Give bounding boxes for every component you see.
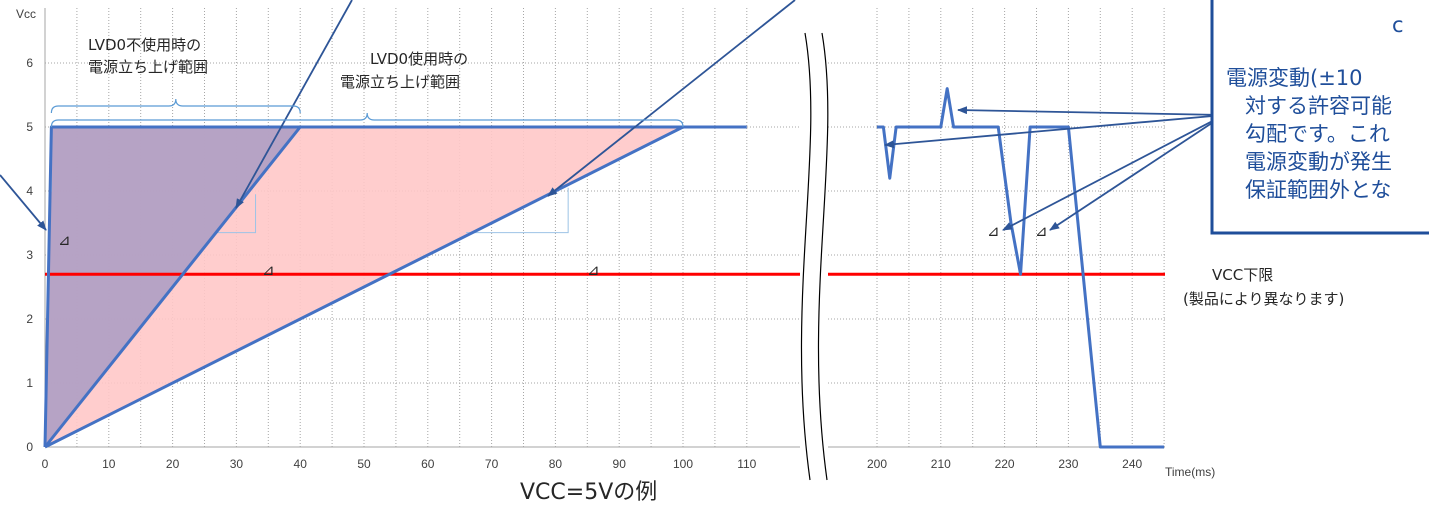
axis-break-curve xyxy=(800,32,812,481)
slope-helper xyxy=(217,194,257,234)
x-tick-label: 220 xyxy=(995,457,1015,471)
vcc-limit-label: VCC下限 xyxy=(1212,266,1273,284)
x-tick-label: 200 xyxy=(867,457,887,471)
x-tick-label: 100 xyxy=(673,457,693,471)
callout-arrow xyxy=(235,0,353,209)
x-tick-label: 10 xyxy=(102,457,116,471)
note-box-line: 保証範囲外とな xyxy=(1245,178,1391,202)
callout-arrow xyxy=(547,0,796,197)
slope-symbol: ⊿ xyxy=(1035,222,1048,240)
x-tick-label: 60 xyxy=(421,457,435,471)
range-without-lvd0-line2: 電源立ち上げ範囲 xyxy=(88,58,208,76)
y-axis-label: Vcc xyxy=(16,7,36,21)
y-tick-label: 2 xyxy=(26,312,33,326)
x-tick-label: 90 xyxy=(613,457,627,471)
callout-arrow xyxy=(1002,114,1225,231)
range-with-lvd0-line2: 電源立ち上げ範囲 xyxy=(340,73,460,91)
axis-break-gap xyxy=(800,0,828,477)
axis-break-mark xyxy=(800,0,829,481)
axis-break-curve xyxy=(817,32,829,481)
x-axis-label: Time(ms) xyxy=(1165,465,1215,479)
x-tick-label: 20 xyxy=(166,457,180,471)
brace-without-lvd0 xyxy=(50,98,301,114)
series-group xyxy=(43,87,1165,449)
series-line-3 xyxy=(877,87,1165,449)
note-box-line: 電源変動(±10 xyxy=(1226,66,1363,90)
callout-arrow xyxy=(884,114,1225,149)
callout-arrow xyxy=(1049,114,1225,231)
series-line-2 xyxy=(44,125,684,449)
x-tick-label: 0 xyxy=(42,457,49,471)
brace-with-lvd0 xyxy=(50,112,684,128)
slope-helper xyxy=(466,187,569,234)
note-box: c 電源変動(±10 対する許容可能 勾配です。これ 電源変動が発生 保証範囲外… xyxy=(1210,0,1429,235)
x-tick-label: 240 xyxy=(1122,457,1142,471)
callout-arrow xyxy=(957,106,1225,116)
x-tick-label: 210 xyxy=(931,457,951,471)
y-tick-label: 5 xyxy=(26,120,33,134)
callout-arrow xyxy=(0,174,47,231)
x-tick-label: 30 xyxy=(230,457,244,471)
chart-caption: VCC=5Vの例 xyxy=(520,480,657,505)
note-box-line: c xyxy=(1392,13,1404,37)
y-tick-label: 0 xyxy=(26,440,33,454)
y-tick-label: 4 xyxy=(26,184,33,198)
slope-symbol: ⊿ xyxy=(987,222,1000,240)
note-box-line: 勾配です。これ xyxy=(1245,122,1390,146)
range-without-lvd0-line1: LVD0不使用時の xyxy=(88,36,201,54)
note-box-line: 電源変動が発生 xyxy=(1245,150,1392,174)
slope-symbol: ⊿ xyxy=(587,261,600,279)
callout-arrows xyxy=(0,0,1225,231)
x-tick-label: 70 xyxy=(485,457,499,471)
x-tick-label: 50 xyxy=(357,457,371,471)
vcc-limit-note: (製品により異なります) xyxy=(1183,290,1344,308)
slope-symbol: ⊿ xyxy=(58,231,71,249)
series-line-1 xyxy=(43,126,302,448)
x-tick-label: 110 xyxy=(737,457,756,471)
y-tick-label: 3 xyxy=(26,248,33,262)
y-tick-label: 1 xyxy=(26,376,33,390)
x-tick-label: 40 xyxy=(294,457,308,471)
x-tick-label: 230 xyxy=(1058,457,1078,471)
x-tick-label: 80 xyxy=(549,457,563,471)
slope-symbol: ⊿ xyxy=(262,261,275,279)
note-box-line: 対する許容可能 xyxy=(1245,94,1392,118)
range-braces xyxy=(50,98,684,128)
range-with-lvd0-line1: LVD0使用時の xyxy=(370,50,468,68)
y-tick-label: 6 xyxy=(26,56,33,70)
